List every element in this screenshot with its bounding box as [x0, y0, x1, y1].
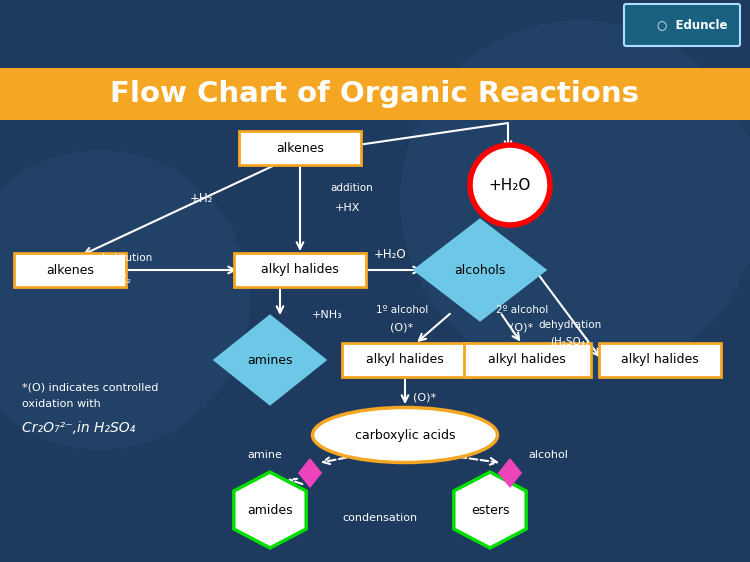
- Text: +X₂: +X₂: [112, 275, 132, 285]
- Text: +H₂O: +H₂O: [374, 247, 406, 261]
- Polygon shape: [454, 472, 526, 548]
- Text: addition: addition: [330, 183, 373, 193]
- Text: +H₂: +H₂: [190, 193, 213, 206]
- FancyBboxPatch shape: [464, 343, 590, 377]
- Text: +HX: +HX: [335, 203, 360, 213]
- Text: *(O) indicates controlled: *(O) indicates controlled: [22, 383, 158, 393]
- Text: amines: amines: [248, 353, 292, 366]
- Text: 2º alcohol: 2º alcohol: [496, 305, 548, 315]
- Ellipse shape: [313, 407, 497, 463]
- Text: +NH₃: +NH₃: [312, 310, 343, 320]
- Text: Cr₂O₇²⁻,in H₂SO₄: Cr₂O₇²⁻,in H₂SO₄: [22, 421, 135, 435]
- Text: alkyl halides: alkyl halides: [261, 264, 339, 277]
- Polygon shape: [415, 220, 545, 320]
- Text: (O)*: (O)*: [391, 322, 413, 332]
- Text: alcohol: alcohol: [528, 450, 568, 460]
- Text: substitution: substitution: [91, 253, 153, 263]
- Text: (H₂SO₄): (H₂SO₄): [550, 337, 590, 347]
- Text: 1º alcohol: 1º alcohol: [376, 305, 428, 315]
- FancyBboxPatch shape: [624, 4, 740, 46]
- Polygon shape: [499, 459, 521, 487]
- FancyBboxPatch shape: [341, 343, 469, 377]
- Text: (O)*: (O)*: [413, 392, 436, 402]
- Text: alkyl halides: alkyl halides: [366, 353, 444, 366]
- Text: alcohols: alcohols: [454, 264, 506, 277]
- Circle shape: [0, 150, 250, 450]
- FancyBboxPatch shape: [14, 253, 126, 287]
- Polygon shape: [234, 472, 306, 548]
- Text: (O)*: (O)*: [511, 322, 533, 332]
- FancyBboxPatch shape: [234, 253, 366, 287]
- Text: carboxylic acids: carboxylic acids: [355, 428, 455, 442]
- Text: dehydration: dehydration: [538, 320, 602, 330]
- Text: alkenes: alkenes: [276, 142, 324, 155]
- Polygon shape: [215, 316, 325, 404]
- Circle shape: [470, 145, 550, 225]
- Text: Flow Chart of Organic Reactions: Flow Chart of Organic Reactions: [110, 80, 640, 108]
- Text: esters: esters: [471, 504, 509, 516]
- FancyBboxPatch shape: [239, 131, 361, 165]
- FancyBboxPatch shape: [599, 343, 721, 377]
- Text: alkenes: alkenes: [46, 264, 94, 277]
- Text: amine: amine: [248, 450, 283, 460]
- Polygon shape: [298, 459, 321, 487]
- Text: amides: amides: [248, 504, 292, 516]
- Text: alkyl halides: alkyl halides: [488, 353, 566, 366]
- Text: oxidation with: oxidation with: [22, 399, 101, 409]
- Circle shape: [400, 20, 750, 380]
- Text: alkyl halides: alkyl halides: [621, 353, 699, 366]
- FancyBboxPatch shape: [0, 68, 750, 120]
- Text: condensation: condensation: [343, 513, 418, 523]
- Text: +H₂O: +H₂O: [489, 178, 531, 193]
- Text: ○  Eduncle: ○ Eduncle: [657, 19, 728, 31]
